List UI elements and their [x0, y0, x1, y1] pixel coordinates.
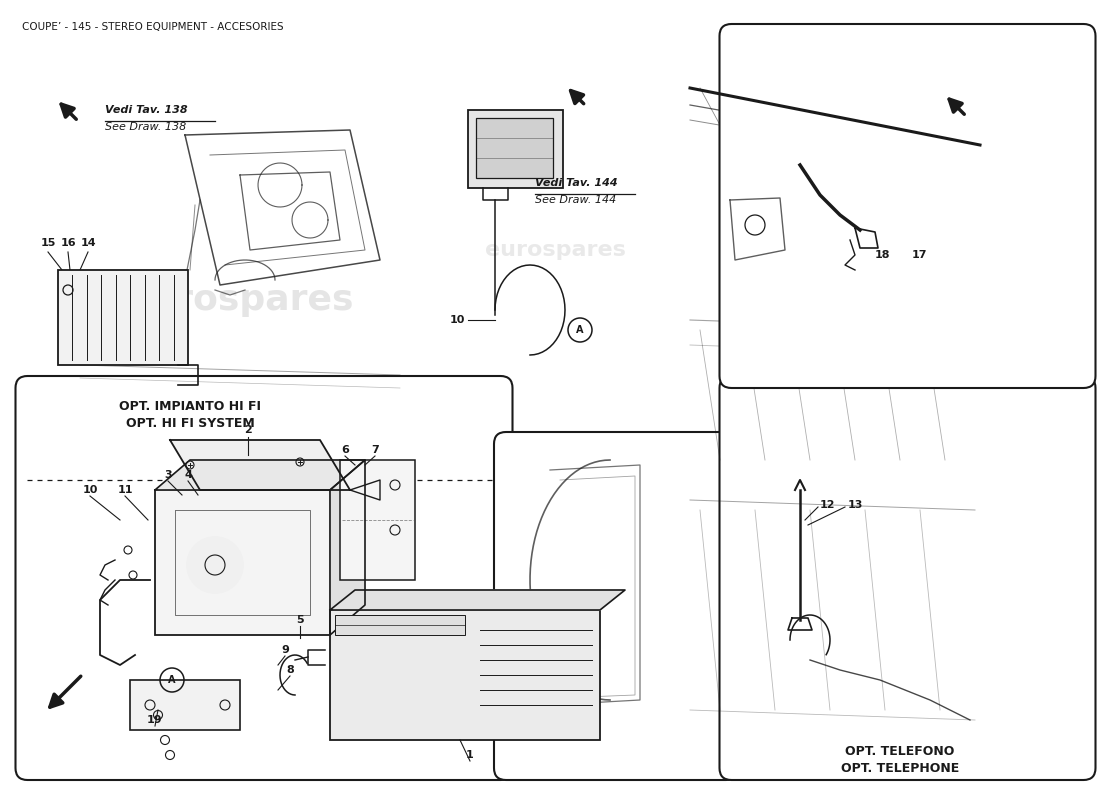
Text: eurospares: eurospares: [485, 240, 626, 260]
FancyBboxPatch shape: [719, 24, 1096, 388]
Polygon shape: [330, 590, 625, 610]
Bar: [340, 460, 415, 580]
Bar: [155, 490, 330, 635]
FancyBboxPatch shape: [15, 376, 513, 780]
Text: eurospares: eurospares: [371, 578, 529, 602]
Text: COUPE’ - 145 - STEREO EQUIPMENT - ACCESORIES: COUPE’ - 145 - STEREO EQUIPMENT - ACCESO…: [22, 22, 284, 32]
Text: eurospares: eurospares: [751, 338, 909, 362]
Bar: [468, 110, 563, 188]
Bar: [58, 270, 188, 365]
Bar: [476, 118, 553, 178]
Text: eurospares: eurospares: [113, 566, 306, 594]
Text: 1: 1: [466, 750, 474, 760]
Text: 2: 2: [244, 425, 252, 435]
Text: OPT. TELEFONO
OPT. TELEPHONE: OPT. TELEFONO OPT. TELEPHONE: [840, 745, 959, 775]
Text: eurospares: eurospares: [751, 608, 909, 632]
Bar: [130, 680, 240, 730]
Text: 19: 19: [147, 715, 163, 725]
Text: 9: 9: [282, 645, 289, 655]
Bar: [330, 610, 600, 740]
Text: 17: 17: [912, 250, 927, 260]
Text: 15: 15: [41, 238, 56, 248]
FancyBboxPatch shape: [719, 376, 1096, 780]
Text: A: A: [576, 325, 584, 335]
Text: 12: 12: [820, 500, 836, 510]
Text: See Draw. 138: See Draw. 138: [104, 122, 186, 132]
FancyBboxPatch shape: [494, 432, 738, 780]
Text: See Draw. 144: See Draw. 144: [535, 195, 616, 205]
Polygon shape: [330, 460, 365, 635]
Text: A: A: [168, 675, 176, 685]
Polygon shape: [170, 440, 350, 490]
Text: Vedi Tav. 138: Vedi Tav. 138: [104, 105, 188, 115]
Text: Vedi Tav. 144: Vedi Tav. 144: [535, 178, 617, 188]
Text: 10: 10: [450, 315, 465, 325]
Text: 3: 3: [164, 470, 172, 480]
Text: OPT. IMPIANTO HI FI
OPT. HI FI SYSTEM: OPT. IMPIANTO HI FI OPT. HI FI SYSTEM: [119, 400, 261, 430]
Text: eurospares: eurospares: [125, 283, 354, 317]
Text: 4: 4: [184, 470, 191, 480]
Text: 14: 14: [80, 238, 96, 248]
Text: 5: 5: [296, 615, 304, 625]
Polygon shape: [155, 460, 365, 490]
Text: 6: 6: [341, 445, 349, 455]
Text: 7: 7: [371, 445, 378, 455]
Bar: [336, 615, 465, 635]
Text: 8: 8: [286, 665, 294, 675]
Circle shape: [187, 537, 243, 593]
Text: 18: 18: [874, 250, 891, 260]
Text: 16: 16: [60, 238, 76, 248]
Text: 13: 13: [848, 500, 864, 510]
Text: 10: 10: [82, 485, 98, 495]
Text: 11: 11: [118, 485, 133, 495]
